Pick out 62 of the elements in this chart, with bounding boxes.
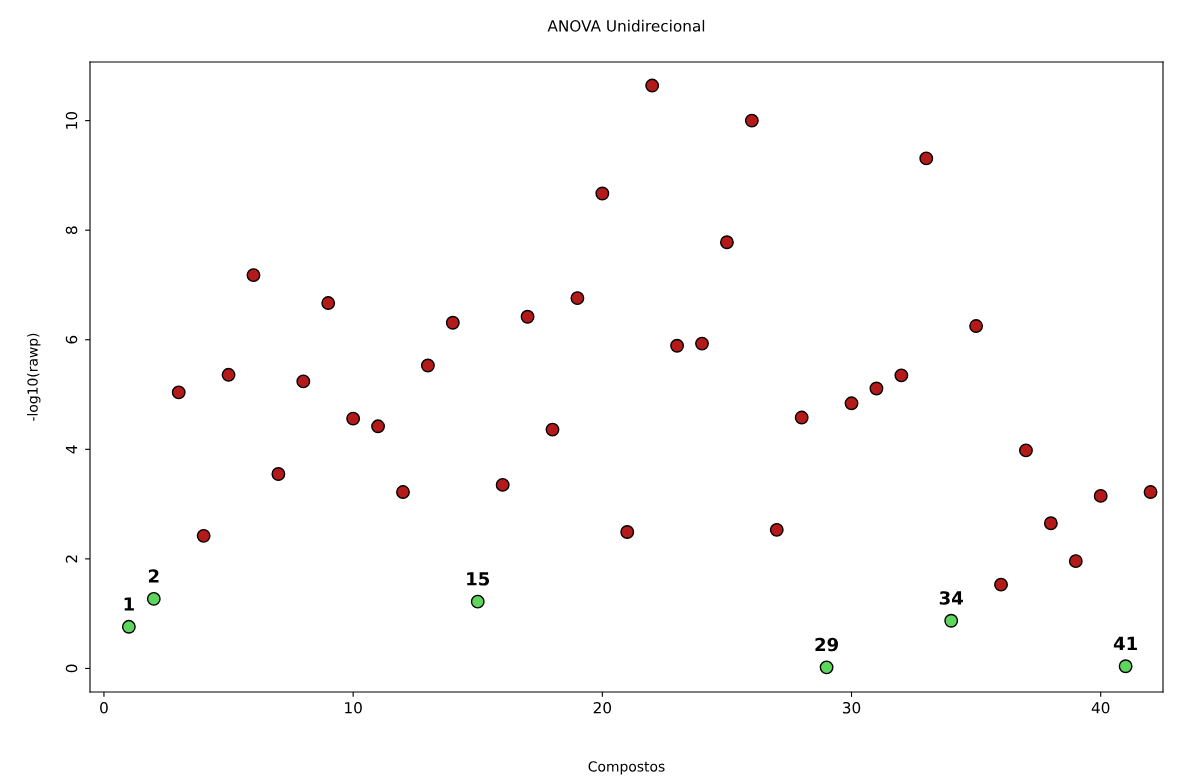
point: [196, 528, 211, 543]
point: [1019, 443, 1033, 458]
point: [695, 336, 709, 351]
point: [919, 151, 934, 166]
y-tick-label: 6: [65, 335, 78, 344]
annotation: 15: [467, 572, 490, 586]
point: [719, 235, 734, 250]
point: [146, 591, 161, 606]
x-tick-label: 20: [593, 701, 612, 714]
point: [1068, 554, 1083, 569]
point: [121, 619, 136, 634]
point: [321, 296, 336, 310]
annotation: 34: [939, 591, 963, 605]
point: [894, 368, 909, 383]
x-tick-label: 10: [345, 701, 362, 714]
point: [221, 367, 236, 382]
point: [994, 577, 1008, 592]
y-tick-label: 4: [65, 445, 78, 454]
x-tick-label: 40: [1091, 701, 1110, 714]
annotation: 41: [1113, 636, 1137, 650]
y-tick-label: 8: [65, 226, 78, 235]
point: [520, 309, 535, 324]
annotation: 29: [815, 637, 839, 652]
x-axis-title: Compostos: [588, 761, 665, 775]
point: [246, 268, 261, 283]
point: [171, 385, 186, 400]
point: [1043, 516, 1058, 531]
point: [620, 525, 635, 539]
point: [794, 410, 809, 425]
point: [396, 485, 410, 499]
point: [944, 613, 959, 628]
point: [670, 338, 685, 353]
point: [645, 78, 660, 93]
point: [296, 374, 311, 389]
chart-title: ANOVA Unidirecional: [547, 19, 705, 32]
point: [346, 411, 361, 426]
point: [470, 594, 485, 609]
y-tick-label: 2: [65, 555, 78, 563]
x-tick-label: 30: [842, 701, 861, 714]
y-tick-label: 10: [65, 111, 78, 129]
point: [420, 358, 435, 373]
point: [744, 113, 759, 128]
point: [371, 419, 386, 434]
point: [545, 422, 560, 437]
point: [570, 291, 585, 306]
point: [1093, 488, 1108, 503]
x-tick-label: 0: [100, 701, 108, 714]
y-axis-title: -log10(rawp): [27, 333, 41, 421]
point: [495, 477, 510, 492]
point: [769, 522, 784, 537]
point: [445, 315, 460, 330]
annotation: 1: [124, 597, 134, 611]
y-tick-label: 0: [65, 664, 78, 673]
point: [1118, 659, 1133, 674]
point: [869, 381, 884, 396]
point: [1143, 485, 1158, 499]
point: [595, 186, 610, 201]
point: [819, 660, 834, 675]
point: [271, 467, 286, 481]
point: [844, 396, 859, 411]
point: [969, 319, 984, 333]
annotation: 2: [148, 569, 159, 583]
